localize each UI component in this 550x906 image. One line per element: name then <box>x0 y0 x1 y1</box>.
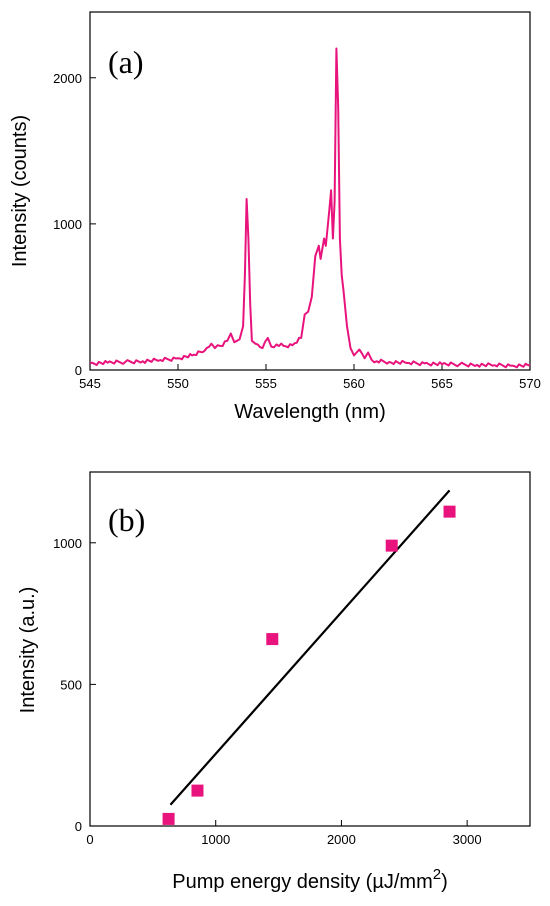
panel-b-x-axis-title-superscript: 2 <box>433 866 441 883</box>
panel-a-ticks: 545 550 555 560 565 570 0 1000 2000 <box>53 71 541 391</box>
panel-b-ticks: 0 1000 2000 3000 0 500 1000 <box>53 536 482 847</box>
data-point <box>266 633 279 646</box>
panel-a-plot-frame <box>89 11 531 371</box>
panel-b: (b) Pump energy density (µJ/mm2) Intensi… <box>17 471 531 893</box>
spectrum-line <box>89 47 531 369</box>
panel-b-data-points <box>162 505 456 825</box>
panel-b-y-tick-label: 0 <box>75 819 82 834</box>
panel-a-x-axis-title: Wavelength (nm) <box>234 401 386 423</box>
panel-a-y-axis-title: Intensity (counts) <box>9 115 31 267</box>
panel-a-y-tick-label: 1000 <box>53 217 82 232</box>
panel-a-x-tick-label: 550 <box>167 376 189 391</box>
panel-a-x-tick-label: 555 <box>255 376 277 391</box>
panel-b-y-tick-label: 1000 <box>53 536 82 551</box>
panel-b-label: (b) <box>108 502 145 538</box>
panel-b-x-axis-title-close: ) <box>441 871 448 893</box>
data-point <box>385 539 398 552</box>
panel-a-label: (a) <box>108 44 144 80</box>
panel-a-x-tick-label: 570 <box>519 376 541 391</box>
panel-b-x-axis-title: Pump energy density (µJ/mm2) <box>172 866 448 893</box>
data-point <box>162 812 175 825</box>
panel-b-plot-frame <box>89 471 531 827</box>
panel-a-y-tick-label: 0 <box>75 363 82 378</box>
panel-b-y-tick-label: 500 <box>60 677 82 692</box>
linear-fit-line <box>169 489 451 806</box>
panel-a-y-tick-label: 2000 <box>53 71 82 86</box>
panel-a-x-tick-label: 565 <box>431 376 453 391</box>
panel-b-y-axis-title: Intensity (a.u.) <box>17 587 39 714</box>
panel-a-x-tick-label: 545 <box>79 376 101 391</box>
panel-b-x-tick-label: 3000 <box>453 832 482 847</box>
panel-b-x-axis-title-main: Pump energy density (µJ/mm <box>172 871 433 893</box>
panel-b-x-tick-label: 0 <box>86 832 93 847</box>
panel-b-x-tick-label: 2000 <box>327 832 356 847</box>
panel-a-x-tick-label: 560 <box>343 376 365 391</box>
panel-a: (a) Wavelength (nm) Intensity (counts) 5… <box>9 11 541 423</box>
data-point <box>443 505 456 518</box>
panel-b-x-tick-label: 1000 <box>201 832 230 847</box>
data-point <box>191 784 204 797</box>
